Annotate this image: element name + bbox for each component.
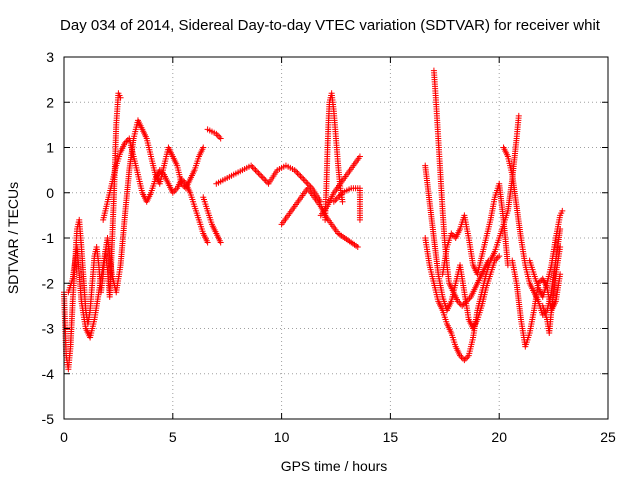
data-point <box>217 135 224 142</box>
data-point <box>485 257 492 264</box>
data-point <box>559 207 566 214</box>
data-point <box>200 144 207 151</box>
axis-ticks: 0 5 10 15 20 25 -5 -4 -3 -2 -1 0 1 2 3 <box>42 49 616 445</box>
series-track-2 <box>65 117 207 341</box>
series-track-10 <box>330 185 363 223</box>
y-tick-label: 2 <box>46 94 54 110</box>
x-tick-label: 10 <box>274 429 290 445</box>
data-point <box>117 94 124 101</box>
y-tick-label: 0 <box>46 185 54 201</box>
data-point <box>356 216 363 223</box>
x-tick-label: 0 <box>60 429 68 445</box>
x-tick-label: 25 <box>600 429 616 445</box>
data-point <box>204 239 211 246</box>
y-tick-label: -3 <box>42 321 55 337</box>
series-track-9 <box>317 153 363 219</box>
series-track-3 <box>100 135 211 246</box>
x-tick-label: 5 <box>169 429 177 445</box>
series-track-14 <box>439 180 511 278</box>
data-point <box>557 244 564 251</box>
y-tick-label: 3 <box>46 49 54 65</box>
series-track-6 <box>213 162 324 205</box>
series-track-5 <box>200 194 224 246</box>
y-tick-label: -1 <box>42 230 55 246</box>
y-tick-label: 1 <box>46 140 54 156</box>
y-tick-label: -5 <box>42 411 55 427</box>
data-point <box>356 153 363 160</box>
x-tick-label: 20 <box>491 429 507 445</box>
y-tick-label: -2 <box>42 275 55 291</box>
data-point <box>354 244 361 251</box>
series-track-17 <box>526 207 566 300</box>
series-track-18 <box>539 244 564 337</box>
series-track-8 <box>322 90 346 223</box>
x-axis-title: GPS time / hours <box>281 458 388 474</box>
y-tick-label: -4 <box>42 366 55 382</box>
series-track-7 <box>278 185 361 251</box>
series-track-15 <box>500 144 564 318</box>
data-point <box>339 198 346 205</box>
data-point <box>496 253 503 260</box>
y-axis-title: SDTVAR / TECUs <box>5 182 21 294</box>
chart-title: Day 034 of 2014, Sidereal Day-to-day VTE… <box>60 17 601 34</box>
data-points <box>61 67 566 373</box>
data-point <box>515 112 522 119</box>
data-point <box>504 262 511 269</box>
x-tick-label: 15 <box>383 429 399 445</box>
data-point <box>217 239 224 246</box>
series-track-4 <box>204 126 224 142</box>
